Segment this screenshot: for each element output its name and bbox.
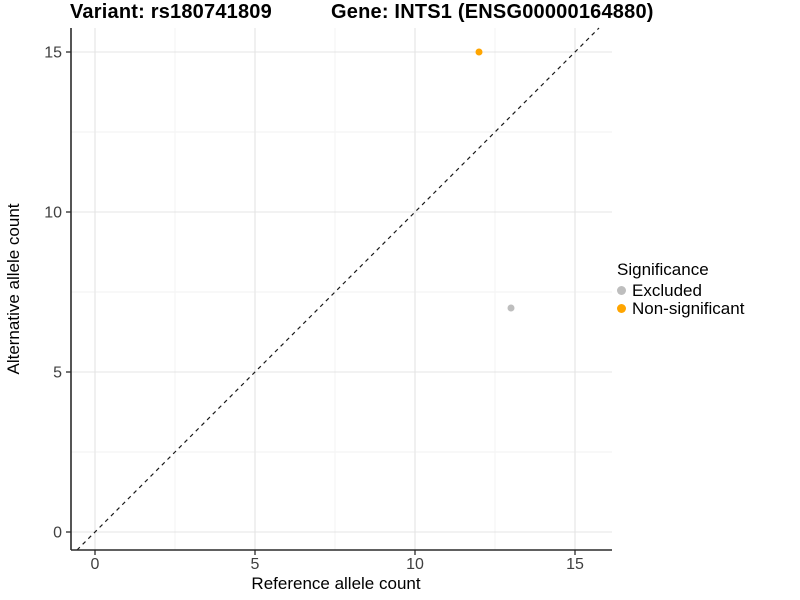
legend-title: Significance [617,260,709,279]
non-significant-swatch-icon [617,304,626,313]
legend-item-label: Non-significant [632,299,745,318]
gene-title: Gene: INTS1 (ENSG00000164880) [331,1,654,23]
x-tick-label: 10 [406,556,424,573]
x-tick-label: 0 [91,556,100,573]
y-tick-label: 10 [44,205,62,222]
excluded-swatch-icon [617,286,626,295]
variant-title: Variant: rs180741809 [70,1,272,23]
legend-item-excluded: Excluded [617,282,744,299]
legend-item-label: Excluded [632,281,702,300]
y-tick-label: 0 [53,525,62,542]
legend: Significance Excluded Non-significant [617,261,744,317]
identity-line [76,27,600,551]
x-tick-label: 15 [566,556,584,573]
x-axis-title: Reference allele count [251,574,421,593]
x-tick-label: 5 [251,556,260,573]
data-point-non-significant [475,48,483,56]
y-tick-label: 15 [44,45,62,62]
legend-item-non-significant: Non-significant [617,300,744,317]
data-point-excluded [507,304,515,312]
y-tick-label: 5 [53,365,62,382]
